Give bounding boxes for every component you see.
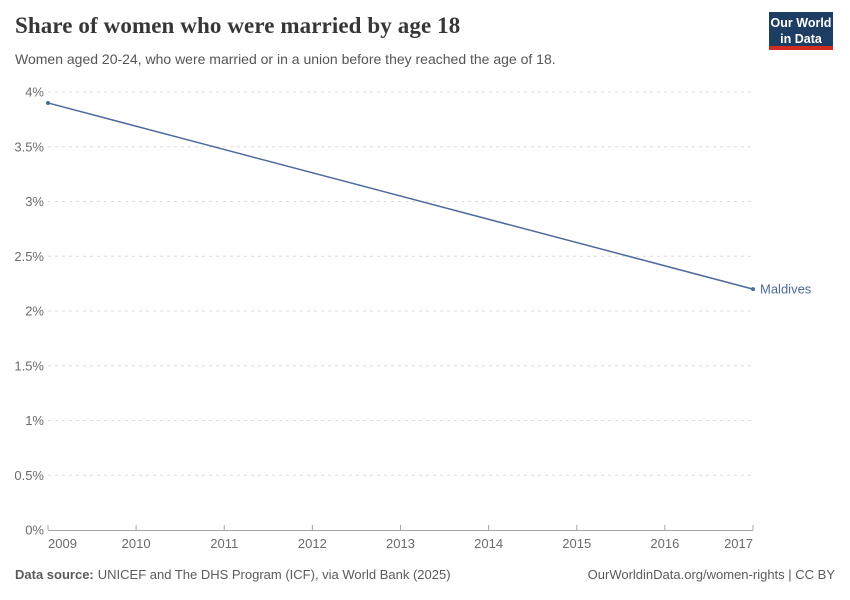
y-axis-label: 4% <box>25 85 44 100</box>
x-axis-label: 2009 <box>48 536 77 551</box>
x-axis-label: 2013 <box>386 536 415 551</box>
x-axis-label: 2012 <box>298 536 327 551</box>
x-axis-label: 2015 <box>562 536 591 551</box>
owid-link[interactable]: OurWorldinData.org/women-rights | CC BY <box>587 567 835 582</box>
owid-logo-line1: Our World <box>770 16 832 30</box>
series-line <box>47 102 754 290</box>
chart-footer: Data source: UNICEF and The DHS Program (… <box>15 567 835 582</box>
y-axis-label: 3% <box>25 194 44 209</box>
y-axis-label: 2.5% <box>14 249 44 264</box>
chart-subtitle: Women aged 20-24, who were married or in… <box>15 51 556 67</box>
y-axis-label: 2% <box>25 304 44 319</box>
x-axis-label: 2017 <box>724 536 753 551</box>
series-label: Maldives <box>760 282 812 297</box>
x-axis-label: 2016 <box>650 536 679 551</box>
data-source-label: Data source: <box>15 567 94 582</box>
data-point <box>46 100 50 105</box>
y-axis-label: 3.5% <box>14 139 44 154</box>
x-axis-label: 2011 <box>210 536 238 551</box>
y-axis-label: 1% <box>25 413 44 428</box>
owid-logo-line2: in Data <box>780 32 822 47</box>
data-source: Data source: UNICEF and The DHS Program (… <box>15 567 451 582</box>
y-axis-label: 1.5% <box>14 358 44 373</box>
data-point <box>751 287 755 292</box>
x-axis-label: 2014 <box>474 536 503 551</box>
x-axis-label: 2010 <box>122 536 151 551</box>
owid-logo[interactable]: Our World in Data <box>769 12 833 50</box>
chart-title: Share of women who were married by age 1… <box>15 13 461 38</box>
y-axis-label: 0% <box>25 523 44 538</box>
data-source-text: UNICEF and The DHS Program (ICF), via Wo… <box>97 567 451 582</box>
y-axis-label: 0.5% <box>14 468 44 483</box>
